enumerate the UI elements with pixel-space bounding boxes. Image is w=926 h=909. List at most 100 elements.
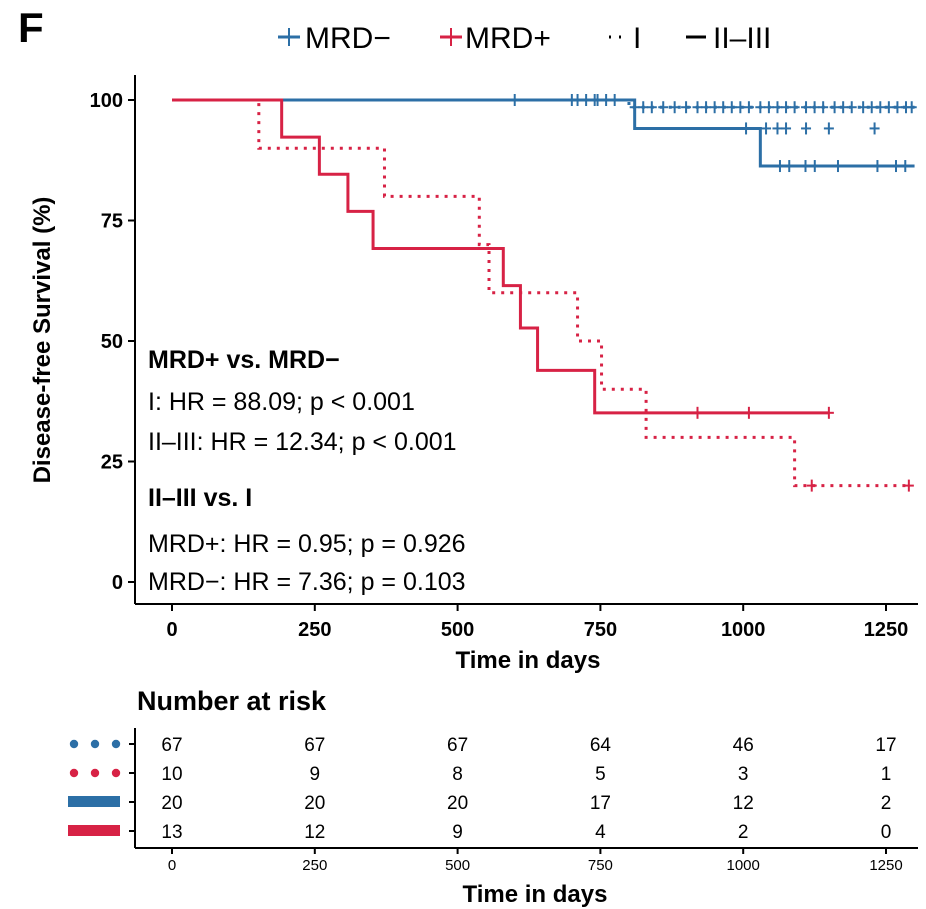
censor-mark bbox=[890, 160, 901, 173]
risk-row: 67 67 67 64 46 17 bbox=[69, 735, 897, 756]
censor-mark bbox=[592, 94, 603, 106]
censor-mark bbox=[800, 160, 811, 173]
censor-mark bbox=[903, 479, 914, 492]
x-tick-label: 750 bbox=[584, 619, 617, 641]
risk-cell: 2 bbox=[881, 793, 892, 814]
risk-cell: 8 bbox=[452, 764, 463, 785]
censor-mark bbox=[629, 101, 640, 114]
risk-cell: 4 bbox=[595, 822, 606, 843]
censor-mark bbox=[846, 101, 857, 114]
legend-entry: MRD+ bbox=[440, 22, 551, 55]
censor-mark bbox=[755, 101, 766, 114]
censor-mark bbox=[784, 160, 795, 173]
censor-mark bbox=[658, 101, 669, 114]
risk-row-swatch-dot bbox=[111, 739, 121, 749]
risk-cell: 64 bbox=[590, 735, 612, 756]
censor-mark bbox=[801, 101, 812, 114]
censor-mark bbox=[883, 101, 894, 114]
y-tick-label: 75 bbox=[101, 211, 123, 233]
survival-curves bbox=[172, 94, 917, 492]
censor-mark bbox=[774, 160, 785, 173]
risk-cell: 13 bbox=[161, 822, 182, 843]
risk-cell: 2 bbox=[738, 822, 749, 843]
km-step-line bbox=[172, 98, 829, 415]
censor-mark bbox=[809, 101, 820, 114]
risk-cell: 12 bbox=[733, 793, 754, 814]
risk-x-tick-label: 0 bbox=[168, 857, 176, 874]
risk-cell: 20 bbox=[447, 793, 468, 814]
chart-legend: MRD− MRD+ I II–III bbox=[278, 22, 771, 55]
censor-mark bbox=[900, 160, 911, 173]
risk-row-swatch-bar bbox=[68, 796, 120, 807]
x-tick-label: 500 bbox=[441, 619, 474, 641]
censor-mark bbox=[572, 94, 583, 106]
risk-cell: 12 bbox=[304, 822, 325, 843]
censor-mark bbox=[638, 101, 649, 114]
x-tick-label: 250 bbox=[298, 619, 331, 641]
legend-label: I bbox=[633, 22, 641, 55]
censor-mark bbox=[601, 94, 612, 106]
y-axis-title: Disease-free Survival (%) bbox=[29, 197, 56, 484]
risk-x-axis-title: Time in days bbox=[463, 881, 608, 908]
risk-x-tick-label: 500 bbox=[445, 857, 470, 874]
risk-row: 20 20 20 17 12 2 bbox=[68, 793, 891, 814]
risk-row: 10 9 8 5 3 1 bbox=[69, 764, 891, 785]
risk-row: 13 12 9 4 2 0 bbox=[68, 822, 891, 843]
censor-mark bbox=[781, 122, 792, 135]
censor-mark bbox=[701, 101, 712, 114]
censor-mark bbox=[801, 122, 812, 135]
km-series bbox=[172, 98, 915, 173]
censor-mark bbox=[858, 101, 869, 114]
km-series bbox=[172, 98, 834, 419]
censor-mark bbox=[806, 479, 817, 492]
censor-mark bbox=[735, 101, 746, 114]
risk-cell: 67 bbox=[304, 735, 325, 756]
censor-mark bbox=[692, 101, 703, 114]
censor-mark bbox=[741, 122, 752, 135]
risk-cell: 3 bbox=[738, 764, 749, 785]
censor-mark bbox=[869, 122, 880, 135]
censor-mark bbox=[832, 160, 843, 173]
risk-table-title: Number at risk bbox=[137, 686, 327, 716]
censor-mark bbox=[823, 122, 834, 135]
legend-label: MRD− bbox=[305, 22, 391, 55]
censor-mark bbox=[763, 101, 774, 114]
risk-cell: 46 bbox=[733, 735, 754, 756]
risk-cell: 0 bbox=[881, 822, 892, 843]
censor-mark bbox=[718, 101, 729, 114]
censor-mark bbox=[581, 94, 592, 106]
censor-mark bbox=[509, 94, 520, 106]
risk-cell: 67 bbox=[447, 735, 468, 756]
censor-mark bbox=[838, 101, 849, 114]
risk-cell: 17 bbox=[590, 793, 611, 814]
censor-mark bbox=[692, 406, 703, 419]
risk-cell: 9 bbox=[452, 822, 463, 843]
risk-cell: 67 bbox=[161, 735, 182, 756]
censor-mark bbox=[761, 122, 772, 135]
panel-label: F bbox=[18, 4, 44, 51]
censor-mark bbox=[809, 160, 820, 173]
censor-mark bbox=[818, 101, 829, 114]
censor-mark bbox=[772, 122, 783, 135]
censor-mark bbox=[892, 101, 903, 114]
censor-mark bbox=[609, 94, 620, 106]
censor-mark bbox=[646, 101, 657, 114]
risk-cell: 10 bbox=[161, 764, 182, 785]
risk-x-tick-label: 750 bbox=[588, 857, 613, 874]
x-tick-label: 1250 bbox=[864, 619, 909, 641]
y-tick-label: 100 bbox=[90, 90, 123, 112]
censor-mark bbox=[726, 101, 737, 114]
km-series bbox=[172, 98, 914, 492]
annotation-line: I: HR = 88.09; p < 0.001 bbox=[148, 388, 415, 416]
y-tick-label: 50 bbox=[101, 331, 123, 353]
hr-annotations: MRD+ vs. MRD− I: HR = 88.09; p < 0.001 II–… bbox=[148, 346, 466, 596]
y-tick-label: 0 bbox=[112, 572, 123, 594]
risk-row-swatch-dot bbox=[111, 768, 121, 778]
risk-row-swatch-dot bbox=[69, 739, 79, 749]
risk-x-tick-label: 250 bbox=[302, 857, 327, 874]
risk-cell: 20 bbox=[304, 793, 325, 814]
annotation-heading: II–III vs. I bbox=[148, 484, 252, 512]
